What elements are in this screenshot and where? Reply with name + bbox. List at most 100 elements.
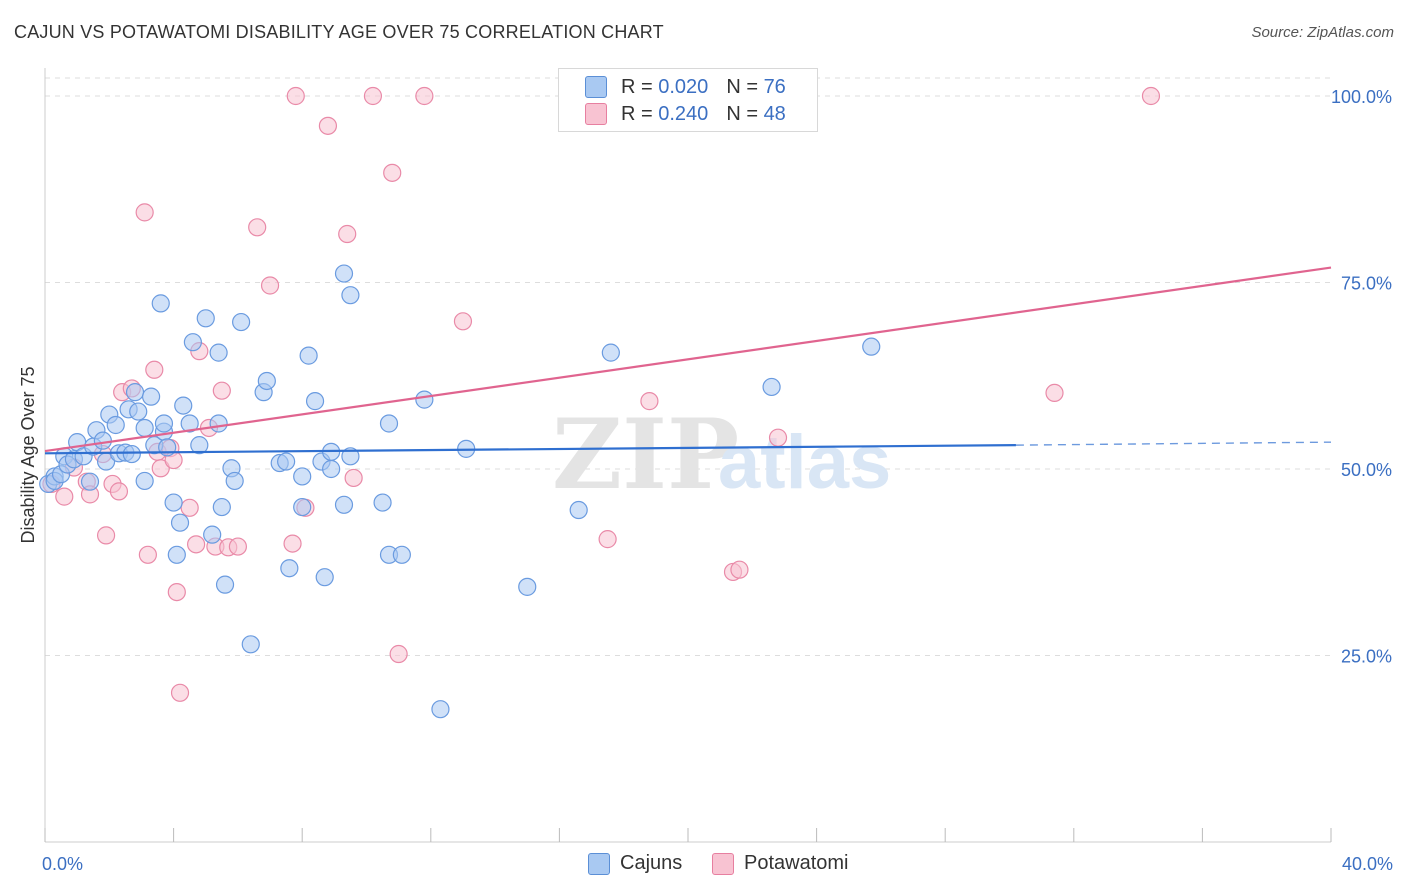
- cajun-point: [601, 343, 620, 362]
- cajuns-legend-label: Cajuns: [620, 852, 683, 874]
- potawatomi-point: [768, 428, 788, 447]
- cajun-point: [232, 312, 251, 332]
- cajun-point: [299, 346, 318, 365]
- y-tick-label: 50.0%: [1341, 460, 1392, 480]
- y-tick-label: 100.0%: [1331, 87, 1392, 107]
- axis-layer: [44, 68, 1332, 843]
- potawatomi-point: [228, 537, 247, 556]
- grid-layer: [45, 77, 1331, 656]
- cajun-point: [322, 459, 341, 479]
- cajun-point: [80, 472, 100, 491]
- cajun-point: [257, 371, 276, 391]
- cajuns-swatch: [585, 76, 607, 98]
- cajun-point: [341, 286, 360, 305]
- points-layer: [39, 86, 1161, 719]
- potawatomi-point: [109, 482, 129, 501]
- potawatomi-swatch: [585, 103, 607, 125]
- cajun-point: [180, 414, 199, 433]
- cajun-point: [125, 383, 145, 402]
- cajun-point: [209, 414, 228, 433]
- potawatomi-point: [640, 392, 659, 411]
- potawatomi-point: [55, 487, 74, 506]
- potawatomi-point: [318, 116, 338, 135]
- cajun-point: [209, 343, 228, 362]
- cajun-trend-line: [44, 444, 1016, 455]
- cajun-point: [762, 377, 781, 397]
- potawatomi-point: [151, 459, 170, 478]
- cajun-point: [415, 390, 434, 409]
- potawatomi-point: [145, 360, 164, 379]
- potawatomi-point: [1045, 383, 1064, 403]
- cajun-point: [518, 577, 537, 596]
- cajun-point: [431, 700, 450, 719]
- cajun-point: [129, 402, 148, 421]
- watermark-atlas: atlas: [718, 420, 891, 505]
- cajun-trend-extension: [1015, 441, 1332, 446]
- cajun-point: [212, 497, 231, 517]
- potawatomi-point: [338, 224, 357, 244]
- cajuns-n-value: 76: [763, 75, 786, 98]
- watermark-zip: ZIP: [552, 398, 739, 511]
- potawatomi-point: [260, 276, 280, 295]
- cajun-point: [170, 513, 190, 532]
- source-label[interactable]: Source: ZipAtlas.com: [1251, 24, 1394, 41]
- cajun-point: [122, 444, 141, 464]
- cajun-point: [373, 493, 392, 512]
- cajun-point: [196, 309, 215, 328]
- potawatomi-point: [187, 535, 206, 554]
- cajun-point: [167, 545, 186, 564]
- potawatomi-point: [286, 86, 305, 106]
- cajun-point: [135, 471, 154, 491]
- correlation-legend: R = 0.020 N = 76 R = 0.240 N = 48: [558, 68, 818, 132]
- potawatomi-r-value: 0.240: [658, 102, 709, 125]
- potawatomi-legend-swatch: [712, 852, 734, 875]
- x-tick-label: 0.0%: [42, 854, 83, 874]
- tick-label-layer: 25.0% 50.0% 75.0% 100.0% 0.0% 40.0%: [42, 87, 1393, 874]
- y-tick-label: 75.0%: [1341, 274, 1392, 294]
- x-tick-label: 40.0%: [1342, 854, 1393, 874]
- legend-n-label: N =: [726, 102, 758, 125]
- bottom-legend-potawatomi[interactable]: Potawatomi: [712, 852, 849, 875]
- legend-row-potawatomi: R = 0.240 N = 48: [585, 102, 786, 126]
- potawatomi-point: [138, 545, 157, 564]
- potawatomi-point: [383, 163, 402, 182]
- cajun-point: [190, 436, 209, 455]
- cajun-point: [164, 493, 183, 512]
- cajun-point: [341, 447, 360, 466]
- legend-row-cajuns: R = 0.020 N = 76: [585, 75, 786, 99]
- cajun-point: [93, 431, 112, 450]
- potawatomi-point: [1141, 86, 1161, 106]
- potawatomi-legend-label: Potawatomi: [744, 852, 849, 874]
- cajun-point: [106, 415, 125, 435]
- potawatomi-point: [212, 381, 231, 400]
- y-tick-label: 25.0%: [1341, 647, 1392, 667]
- legend-n-label: N =: [726, 75, 758, 98]
- cajun-point: [183, 333, 202, 352]
- potawatomi-point: [135, 203, 154, 222]
- potawatomi-point: [170, 683, 190, 702]
- potawatomi-point: [598, 530, 617, 549]
- potawatomi-point: [96, 526, 116, 545]
- potawatomi-point: [730, 560, 749, 579]
- potawatomi-trend-line: [44, 266, 1332, 453]
- legend-r-label: R =: [621, 102, 653, 125]
- potawatomi-point: [283, 534, 302, 553]
- cajun-point: [334, 264, 354, 283]
- cajun-point: [305, 392, 325, 411]
- cajun-point: [215, 575, 235, 594]
- cajun-point: [141, 387, 161, 406]
- cajun-point: [225, 471, 244, 491]
- bottom-legend-cajuns[interactable]: Cajuns: [588, 852, 682, 875]
- potawatomi-point: [180, 498, 199, 517]
- potawatomi-point: [363, 86, 383, 106]
- cajun-point: [569, 500, 588, 520]
- legend-r-label: R =: [621, 75, 653, 98]
- cajun-point: [241, 635, 260, 654]
- potawatomi-point: [344, 468, 363, 488]
- cajun-point: [174, 396, 193, 415]
- cajun-point: [280, 559, 299, 578]
- cajun-point: [203, 525, 222, 544]
- cajun-point: [151, 294, 170, 313]
- cajun-point: [293, 497, 312, 517]
